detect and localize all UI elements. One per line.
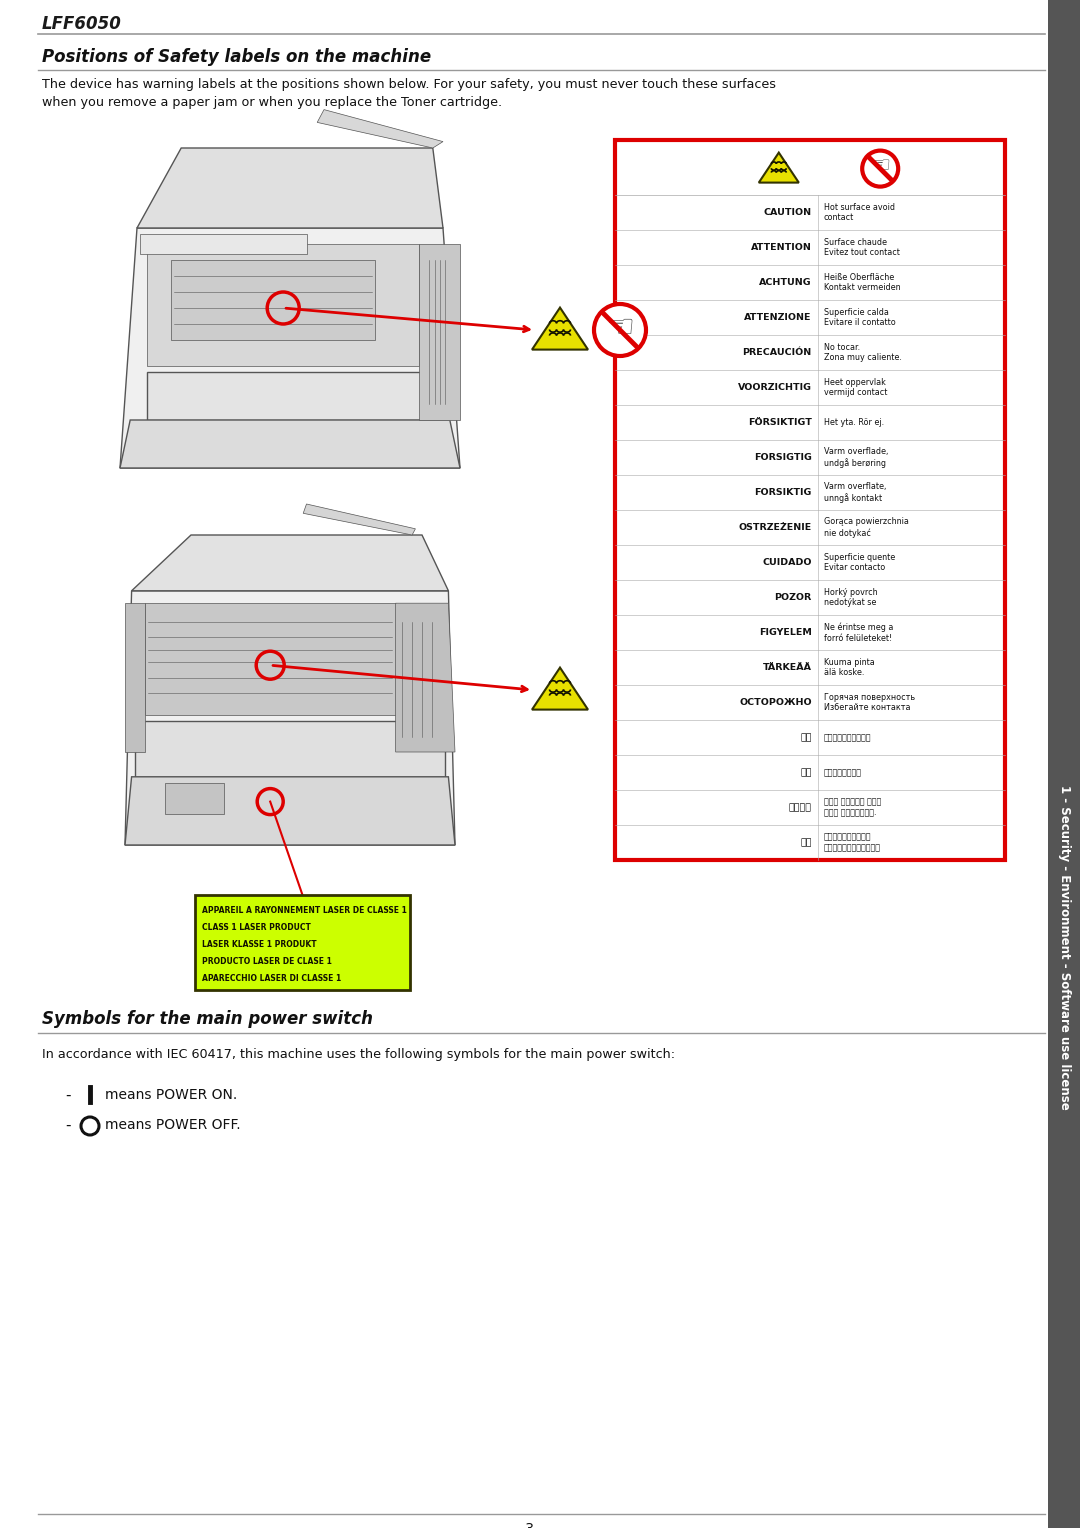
Text: 1 - Security - Environment - Software use license: 1 - Security - Environment - Software us… <box>1057 785 1070 1109</box>
Polygon shape <box>164 782 224 814</box>
Text: No tocar.
Zona muy caliente.: No tocar. Zona muy caliente. <box>824 342 902 362</box>
Text: POZOR: POZOR <box>774 593 812 602</box>
Text: 注意: 注意 <box>800 769 812 778</box>
Text: 表面高温請勿觸摸: 表面高温請勿觸摸 <box>824 769 862 778</box>
Text: Горячая поверхность
Избегайте контакта: Горячая поверхность Избегайте контакта <box>824 692 915 712</box>
Text: Symbols for the main power switch: Symbols for the main power switch <box>42 1010 373 1028</box>
Polygon shape <box>120 420 460 468</box>
Polygon shape <box>147 371 433 420</box>
Circle shape <box>862 151 899 186</box>
Polygon shape <box>135 721 445 776</box>
Text: PRODUCTO LASER DE CLASE 1: PRODUCTO LASER DE CLASE 1 <box>202 957 332 966</box>
Polygon shape <box>395 604 455 752</box>
Text: TÄRKEÄÄ: TÄRKEÄÄ <box>762 663 812 672</box>
Text: FORSIKTIG: FORSIKTIG <box>755 487 812 497</box>
Text: FÖRSIKTIGT: FÖRSIKTIGT <box>748 419 812 426</box>
Polygon shape <box>125 604 145 752</box>
Text: LASER KLASSE 1 PRODUKT: LASER KLASSE 1 PRODUKT <box>202 940 316 949</box>
Text: ☜: ☜ <box>606 313 635 344</box>
Polygon shape <box>318 110 443 148</box>
Text: FIGYELEM: FIGYELEM <box>759 628 812 637</box>
Text: VOORZICHTIG: VOORZICHTIG <box>738 384 812 393</box>
Polygon shape <box>132 535 448 591</box>
Text: 표면이 뜨거우르로 만지지
않도록 주의해주십시오.: 표면이 뜨거우르로 만지지 않도록 주의해주십시오. <box>824 798 881 817</box>
Text: Ne érintse meg a
forró felületeket!: Ne érintse meg a forró felületeket! <box>824 622 893 643</box>
Text: -: - <box>65 1088 70 1103</box>
Text: Surface chaude
Evitez tout contact: Surface chaude Evitez tout contact <box>824 238 900 257</box>
Polygon shape <box>137 148 443 228</box>
Circle shape <box>594 304 646 356</box>
Text: LFF6050: LFF6050 <box>42 15 122 34</box>
Polygon shape <box>532 307 588 350</box>
Text: Heet oppervlak
vermijd contact: Heet oppervlak vermijd contact <box>824 377 887 397</box>
Text: - 3 -: - 3 - <box>516 1522 543 1528</box>
Text: Het yta. Rör ej.: Het yta. Rör ej. <box>824 419 883 426</box>
Text: ACHTUNG: ACHTUNG <box>759 278 812 287</box>
Text: Varm overflade,
undgå berøring: Varm overflade, undgå berøring <box>824 448 888 468</box>
Text: In accordance with IEC 60417, this machine uses the following symbols for the ma: In accordance with IEC 60417, this machi… <box>42 1048 675 1060</box>
Polygon shape <box>532 668 588 709</box>
Text: ☜: ☜ <box>870 156 890 177</box>
Text: means POWER ON.: means POWER ON. <box>105 1088 238 1102</box>
Polygon shape <box>303 504 416 535</box>
Text: OSTRZEŻENIE: OSTRZEŻENIE <box>739 523 812 532</box>
Text: Kuuma pinta
älä koske.: Kuuma pinta älä koske. <box>824 657 875 677</box>
Polygon shape <box>419 244 460 420</box>
Bar <box>1048 0 1080 1528</box>
Polygon shape <box>120 228 460 468</box>
Polygon shape <box>145 604 395 715</box>
Text: APPAREIL A RAYONNEMENT LASER DE CLASSE 1: APPAREIL A RAYONNEMENT LASER DE CLASSE 1 <box>202 906 407 915</box>
Text: Varm overflate,
unngå kontakt: Varm overflate, unngå kontakt <box>824 481 887 503</box>
Polygon shape <box>140 234 307 254</box>
Text: ОСТОРОЖНО: ОСТОРОЖНО <box>739 698 812 707</box>
Text: means POWER OFF.: means POWER OFF. <box>105 1118 241 1132</box>
Bar <box>195 895 410 990</box>
Text: Hot surface avoid
contact: Hot surface avoid contact <box>824 203 895 223</box>
Text: Superficie quente
Evitar contacto: Superficie quente Evitar contacto <box>824 553 895 573</box>
Text: 面が蚱くなっています
ので觸らないでください。: 面が蚱くなっています ので觸らないでください。 <box>824 833 881 853</box>
Text: 고온주의: 고온주의 <box>788 804 812 811</box>
Text: ATTENZIONE: ATTENZIONE <box>744 313 812 322</box>
Text: PRECAUCIÓN: PRECAUCIÓN <box>743 348 812 358</box>
Polygon shape <box>125 591 455 845</box>
Text: Horký povrch
nedotýkat se: Horký povrch nedotýkat se <box>824 588 877 607</box>
Text: 注意: 注意 <box>800 837 812 847</box>
Polygon shape <box>125 776 455 845</box>
FancyBboxPatch shape <box>615 141 1005 860</box>
Text: 表面高温，请勿接触。: 表面高温，请勿接触。 <box>824 733 872 743</box>
Text: CUIDADO: CUIDADO <box>762 558 812 567</box>
Text: Heiße Oberfläche
Kontakt vermeiden: Heiße Oberfläche Kontakt vermeiden <box>824 272 901 292</box>
Text: 注意: 注意 <box>800 733 812 743</box>
Circle shape <box>81 1117 99 1135</box>
Text: FORSIGTIG: FORSIGTIG <box>754 452 812 461</box>
Text: CLASS 1 LASER PRODUCT: CLASS 1 LASER PRODUCT <box>202 923 311 932</box>
Polygon shape <box>171 260 375 341</box>
Polygon shape <box>147 244 419 365</box>
Polygon shape <box>759 153 799 183</box>
Text: Superficie calda
Evitare il contatto: Superficie calda Evitare il contatto <box>824 307 895 327</box>
Text: -: - <box>65 1118 70 1132</box>
Text: The device has warning labels at the positions shown below. For your safety, you: The device has warning labels at the pos… <box>42 78 777 108</box>
Text: ATTENTION: ATTENTION <box>751 243 812 252</box>
Text: Gorąca powierzchnia
nie dotykać: Gorąca powierzchnia nie dotykać <box>824 518 908 538</box>
Text: CAUTION: CAUTION <box>764 208 812 217</box>
Text: APARECCHIO LASER DI CLASSE 1: APARECCHIO LASER DI CLASSE 1 <box>202 973 341 983</box>
Text: Positions of Safety labels on the machine: Positions of Safety labels on the machin… <box>42 47 431 66</box>
